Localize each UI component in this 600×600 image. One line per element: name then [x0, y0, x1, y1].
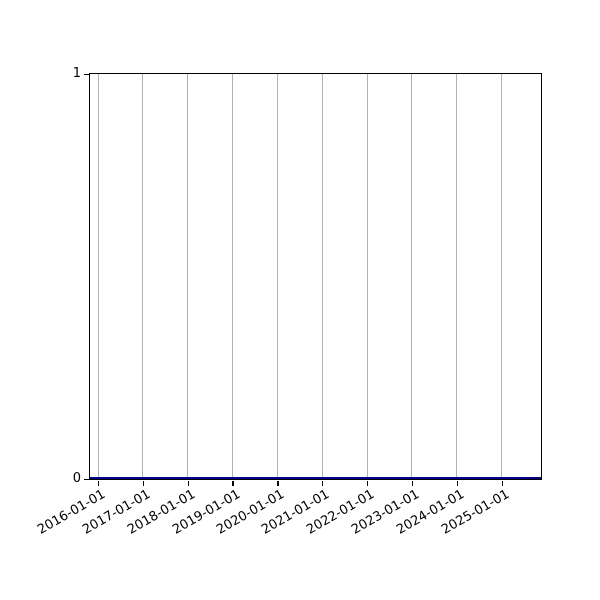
x-tick-mark [187, 480, 189, 486]
x-gridline [232, 74, 234, 479]
x-tick-mark [142, 480, 145, 486]
y-tick-mark [84, 478, 89, 481]
plot-area [89, 73, 542, 480]
x-gridline [366, 74, 368, 479]
x-gridline [276, 74, 278, 479]
x-tick-mark [501, 480, 503, 486]
x-gridline [97, 74, 99, 479]
x-tick-mark [322, 480, 324, 486]
x-tick-mark [97, 480, 100, 486]
y-tick-mark [84, 73, 89, 76]
x-tick-mark [277, 480, 279, 486]
x-tick-mark [367, 480, 369, 486]
x-gridline [187, 74, 189, 479]
series-line [90, 476, 541, 479]
x-gridline [456, 74, 458, 479]
x-tick-mark [456, 480, 458, 486]
x-gridline [142, 74, 144, 479]
x-gridline [411, 74, 413, 479]
x-gridline [321, 74, 323, 479]
x-tick-mark [411, 480, 414, 486]
y-tick-label: 0 [72, 471, 81, 487]
x-tick-mark [232, 480, 234, 486]
y-tick-label: 1 [72, 66, 81, 82]
x-gridline [501, 74, 503, 479]
